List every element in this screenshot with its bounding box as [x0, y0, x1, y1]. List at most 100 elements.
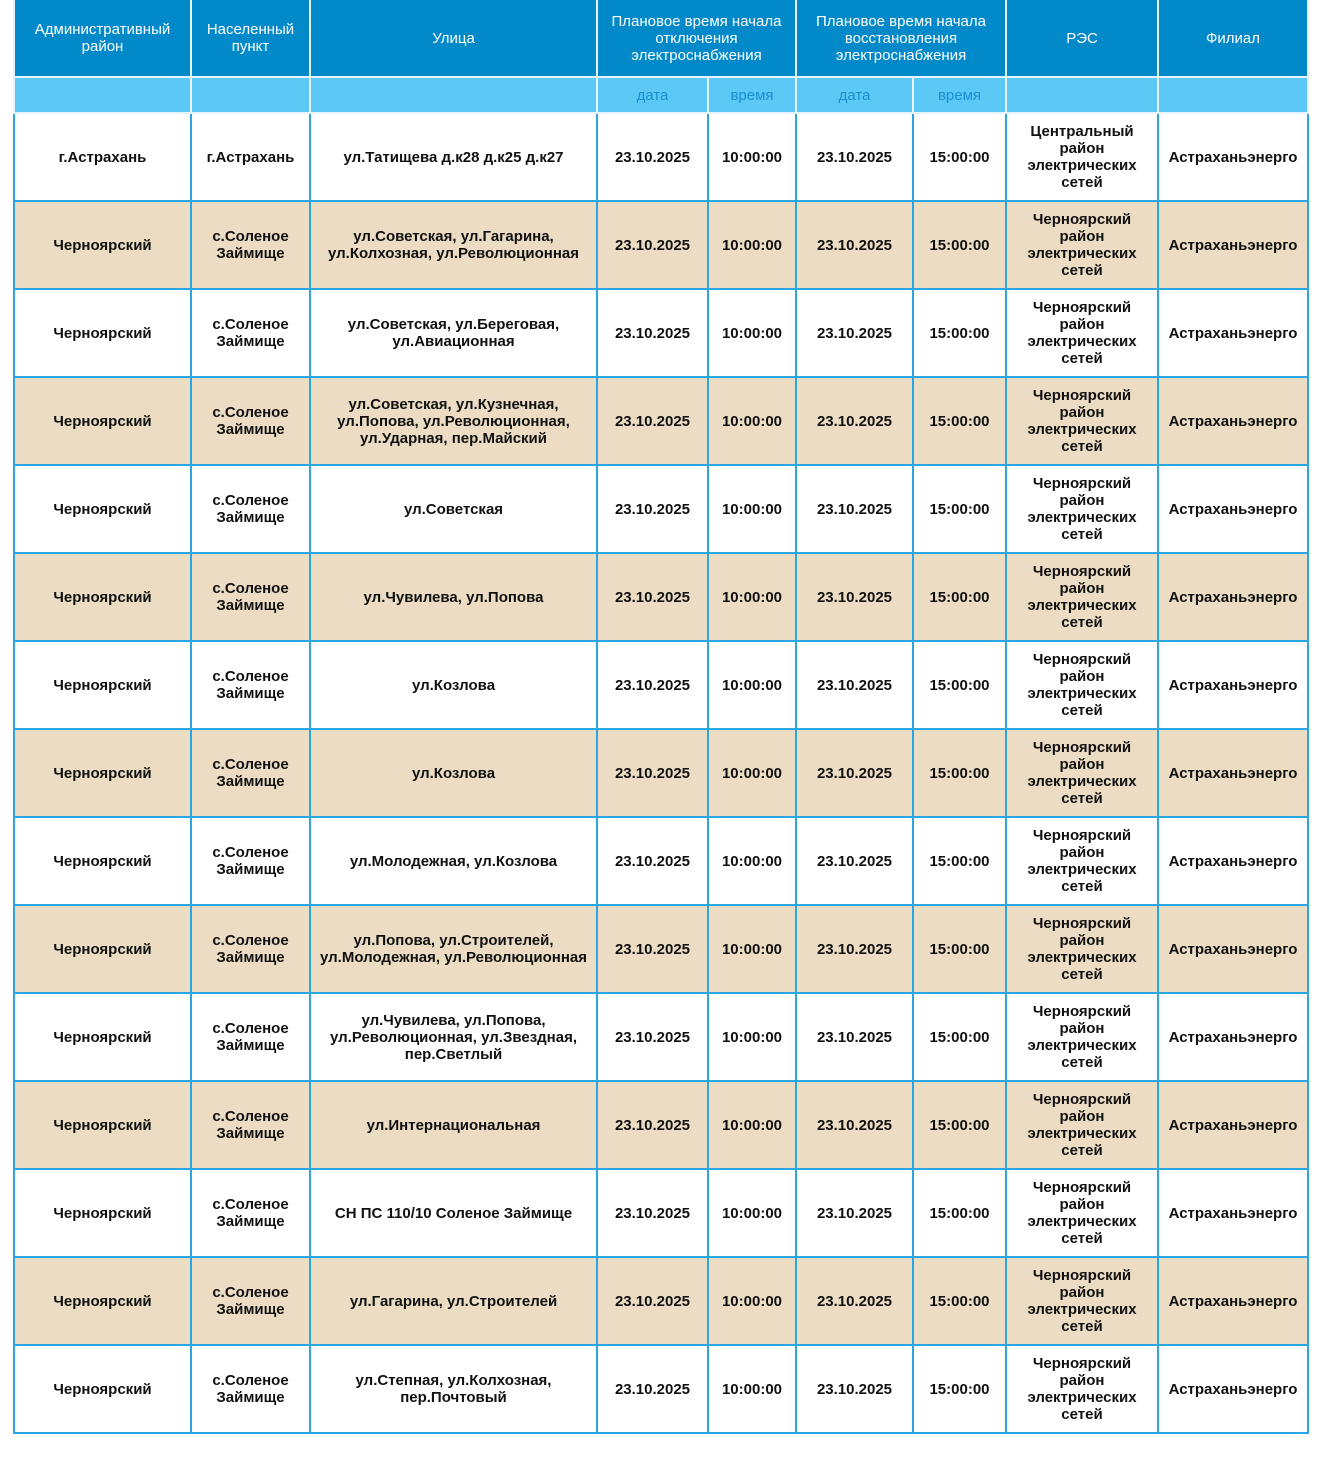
cell-outage-time: 10:00:00 [707, 640, 797, 730]
cell-outage-date: 23.10.2025 [596, 816, 709, 906]
cell-restore-time: 15:00:00 [912, 1168, 1007, 1258]
cell-res: Черноярский район электрических сетей [1005, 1256, 1159, 1346]
subheader-row: дата время дата время [13, 76, 1309, 114]
cell-district: Черноярский [13, 464, 192, 554]
cell-branch: Астраханьэнерго [1157, 288, 1309, 378]
cell-restore-time: 15:00:00 [912, 1256, 1007, 1346]
cell-restore-time: 15:00:00 [912, 288, 1007, 378]
cell-restore-time: 15:00:00 [912, 640, 1007, 730]
cell-res: Черноярский район электрических сетей [1005, 728, 1159, 818]
cell-locality: с.Соленое Займище [190, 376, 311, 466]
col-street: Улица [309, 0, 598, 78]
cell-outage-time: 10:00:00 [707, 1080, 797, 1170]
table-row: Черноярский с.Соленое Займище ул.Интернаци… [13, 1080, 1309, 1170]
cell-restore-date: 23.10.2025 [795, 464, 914, 554]
cell-locality: с.Соленое Займище [190, 1344, 311, 1434]
cell-restore-date: 23.10.2025 [795, 552, 914, 642]
sub-date: дата [795, 76, 914, 114]
cell-branch: Астраханьэнерго [1157, 112, 1309, 202]
table-row: Черноярский с.Соленое Займище ул.Советская… [13, 376, 1309, 466]
cell-restore-time: 15:00:00 [912, 1080, 1007, 1170]
col-restore-start: Плановое время начала восстановления эле… [795, 0, 1007, 78]
cell-outage-time: 10:00:00 [707, 816, 797, 906]
table-row: Черноярский с.Соленое Займище ул.Советская… [13, 288, 1309, 378]
cell-res: Черноярский район электрических сетей [1005, 200, 1159, 290]
cell-res: Черноярский район электрических сетей [1005, 1344, 1159, 1434]
cell-locality: с.Соленое Займище [190, 288, 311, 378]
cell-district: Черноярский [13, 552, 192, 642]
sub-date: дата [596, 76, 709, 114]
cell-branch: Астраханьэнерго [1157, 200, 1309, 290]
table-row: Черноярский с.Соленое Займище ул.Чувилева,… [13, 992, 1309, 1082]
cell-restore-date: 23.10.2025 [795, 376, 914, 466]
cell-outage-time: 10:00:00 [707, 376, 797, 466]
cell-locality: с.Соленое Займище [190, 816, 311, 906]
cell-locality: с.Соленое Займище [190, 992, 311, 1082]
cell-street: СН ПС 110/10 Соленое Займище [309, 1168, 598, 1258]
cell-outage-time: 10:00:00 [707, 1256, 797, 1346]
cell-branch: Астраханьэнерго [1157, 1080, 1309, 1170]
cell-restore-time: 15:00:00 [912, 816, 1007, 906]
cell-branch: Астраханьэнерго [1157, 1256, 1309, 1346]
table-row: Черноярский с.Соленое Займище ул.Гагарина,… [13, 1256, 1309, 1346]
cell-branch: Астраханьэнерго [1157, 1168, 1309, 1258]
cell-res: Черноярский район электрических сетей [1005, 640, 1159, 730]
cell-district: Черноярский [13, 1344, 192, 1434]
table-row: Черноярский с.Соленое Займище ул.Советская… [13, 200, 1309, 290]
cell-res: Центральный район электрических сетей [1005, 112, 1159, 202]
cell-street: ул.Советская, ул.Кузнечная, ул.Попова, у… [309, 376, 598, 466]
table-row: Черноярский с.Соленое Займище ул.Козлова 23… [13, 640, 1309, 730]
cell-street: ул.Попова, ул.Строителей, ул.Молодежная,… [309, 904, 598, 994]
cell-branch: Астраханьэнерго [1157, 992, 1309, 1082]
cell-district: Черноярский [13, 992, 192, 1082]
cell-restore-date: 23.10.2025 [795, 816, 914, 906]
cell-outage-time: 10:00:00 [707, 1168, 797, 1258]
cell-restore-date: 23.10.2025 [795, 640, 914, 730]
cell-restore-time: 15:00:00 [912, 200, 1007, 290]
cell-outage-time: 10:00:00 [707, 1344, 797, 1434]
cell-restore-time: 15:00:00 [912, 552, 1007, 642]
cell-street: ул.Козлова [309, 728, 598, 818]
cell-outage-date: 23.10.2025 [596, 1080, 709, 1170]
cell-restore-time: 15:00:00 [912, 1344, 1007, 1434]
cell-restore-time: 15:00:00 [912, 992, 1007, 1082]
cell-street: ул.Советская, ул.Гагарина, ул.Колхозная,… [309, 200, 598, 290]
col-district: Административный район [13, 0, 192, 78]
cell-outage-date: 23.10.2025 [596, 1344, 709, 1434]
cell-outage-date: 23.10.2025 [596, 464, 709, 554]
cell-restore-date: 23.10.2025 [795, 1080, 914, 1170]
cell-locality: г.Астрахань [190, 112, 311, 202]
table-row: Черноярский с.Соленое Займище ул.Чувилева,… [13, 552, 1309, 642]
cell-outage-date: 23.10.2025 [596, 728, 709, 818]
cell-outage-date: 23.10.2025 [596, 376, 709, 466]
cell-district: Черноярский [13, 1080, 192, 1170]
cell-street: ул.Молодежная, ул.Козлова [309, 816, 598, 906]
cell-outage-time: 10:00:00 [707, 728, 797, 818]
cell-res: Черноярский район электрических сетей [1005, 1168, 1159, 1258]
cell-street: ул.Интернациональная [309, 1080, 598, 1170]
sub-time: время [707, 76, 797, 114]
cell-outage-time: 10:00:00 [707, 200, 797, 290]
cell-district: Черноярский [13, 816, 192, 906]
cell-locality: с.Соленое Займище [190, 552, 311, 642]
cell-locality: с.Соленое Займище [190, 1168, 311, 1258]
cell-restore-time: 15:00:00 [912, 112, 1007, 202]
cell-outage-time: 10:00:00 [707, 992, 797, 1082]
sub-time: время [912, 76, 1007, 114]
table-row: Черноярский с.Соленое Займище ул.Степная, … [13, 1344, 1309, 1434]
cell-res: Черноярский район электрических сетей [1005, 992, 1159, 1082]
cell-locality: с.Соленое Займище [190, 728, 311, 818]
cell-outage-time: 10:00:00 [707, 112, 797, 202]
cell-branch: Астраханьэнерго [1157, 464, 1309, 554]
table-row: Черноярский с.Соленое Займище ул.Молодежна… [13, 816, 1309, 906]
cell-branch: Астраханьэнерго [1157, 1344, 1309, 1434]
cell-outage-date: 23.10.2025 [596, 112, 709, 202]
cell-street: ул.Козлова [309, 640, 598, 730]
cell-district: Черноярский [13, 1256, 192, 1346]
col-locality: Населенный пункт [190, 0, 311, 78]
cell-street: ул.Степная, ул.Колхозная, пер.Почтовый [309, 1344, 598, 1434]
cell-restore-date: 23.10.2025 [795, 992, 914, 1082]
cell-outage-date: 23.10.2025 [596, 1168, 709, 1258]
cell-restore-time: 15:00:00 [912, 464, 1007, 554]
cell-outage-date: 23.10.2025 [596, 992, 709, 1082]
